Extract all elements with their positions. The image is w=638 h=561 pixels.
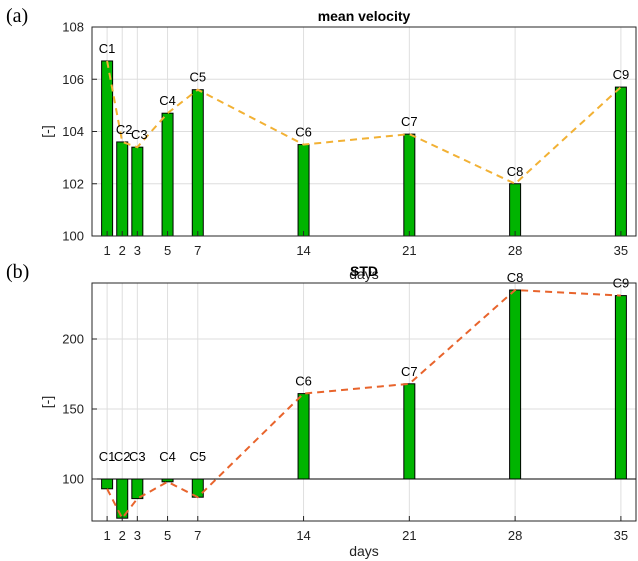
panel-label: (a) xyxy=(6,5,28,27)
x-tick-label: 21 xyxy=(402,243,416,258)
bar-c7 xyxy=(403,133,416,237)
data-label-c6: C6 xyxy=(295,374,312,389)
plot-area xyxy=(92,283,636,521)
x-tick-label: 2 xyxy=(119,528,126,543)
x-tick-label: 28 xyxy=(508,528,522,543)
data-label-c3: C3 xyxy=(131,127,148,142)
bar-c6 xyxy=(297,393,310,480)
y-tick-label: 106 xyxy=(62,72,84,87)
bar-c9 xyxy=(614,86,627,237)
data-label-c7: C7 xyxy=(401,114,418,129)
x-tick-label: 35 xyxy=(614,528,628,543)
bar-c9 xyxy=(614,295,627,480)
data-label-c2: C2 xyxy=(114,449,131,464)
y-axis-label: [-] xyxy=(39,125,55,137)
bar-c7 xyxy=(403,383,416,480)
data-label-c8: C8 xyxy=(507,164,524,179)
x-tick-label: 5 xyxy=(164,528,171,543)
trend-line xyxy=(106,288,621,521)
bar-c8 xyxy=(509,183,522,237)
y-tick-label: 200 xyxy=(62,332,84,347)
data-label-c5: C5 xyxy=(189,70,206,85)
data-label-c1: C1 xyxy=(99,449,116,464)
x-tick-label: 28 xyxy=(508,243,522,258)
x-tick-label: 7 xyxy=(194,243,201,258)
bar-c1 xyxy=(101,478,114,490)
x-tick-label: 21 xyxy=(402,528,416,543)
y-tick-label: 100 xyxy=(62,229,84,244)
bar-c8 xyxy=(509,289,522,480)
y-tick-label: 102 xyxy=(62,176,84,191)
x-tick-label: 1 xyxy=(103,243,110,258)
y-tick-label: 104 xyxy=(62,124,84,139)
data-label-c5: C5 xyxy=(189,449,206,464)
bar-c3 xyxy=(131,146,144,237)
x-axis-label: days xyxy=(349,543,379,559)
axes-box xyxy=(91,282,637,522)
data-label-c8: C8 xyxy=(507,270,524,285)
x-tick-label: 14 xyxy=(296,243,310,258)
chart-title: STD xyxy=(350,263,378,279)
bar-c6 xyxy=(297,144,310,237)
bar-c2 xyxy=(116,141,129,237)
x-tick-label: 2 xyxy=(119,243,126,258)
y-tick-label: 108 xyxy=(62,20,84,35)
bar-c1 xyxy=(101,60,114,237)
panel-label: (b) xyxy=(6,261,29,283)
x-tick-label: 3 xyxy=(134,528,141,543)
x-tick-label: 14 xyxy=(296,528,310,543)
x-tick-label: 1 xyxy=(103,528,110,543)
data-label-c1: C1 xyxy=(99,41,116,56)
chart-title: mean velocity xyxy=(318,8,411,24)
bar-c4 xyxy=(161,112,174,237)
y-tick-label: 150 xyxy=(62,402,84,417)
data-label-c7: C7 xyxy=(401,364,418,379)
trend-line xyxy=(106,60,622,185)
data-label-c9: C9 xyxy=(613,67,630,82)
y-axis-label: [-] xyxy=(39,396,55,408)
x-tick-label: 5 xyxy=(164,243,171,258)
x-tick-label: 7 xyxy=(194,528,201,543)
data-label-c2: C2 xyxy=(116,122,133,137)
x-tick-label: 35 xyxy=(614,243,628,258)
y-tick-label: 100 xyxy=(62,472,84,487)
x-axis-label: days xyxy=(349,266,379,282)
x-tick-label: 3 xyxy=(134,243,141,258)
data-label-c4: C4 xyxy=(159,449,176,464)
bar-c5 xyxy=(191,89,204,237)
data-label-c6: C6 xyxy=(295,125,312,140)
data-label-c4: C4 xyxy=(159,93,176,108)
data-label-c3: C3 xyxy=(129,449,146,464)
